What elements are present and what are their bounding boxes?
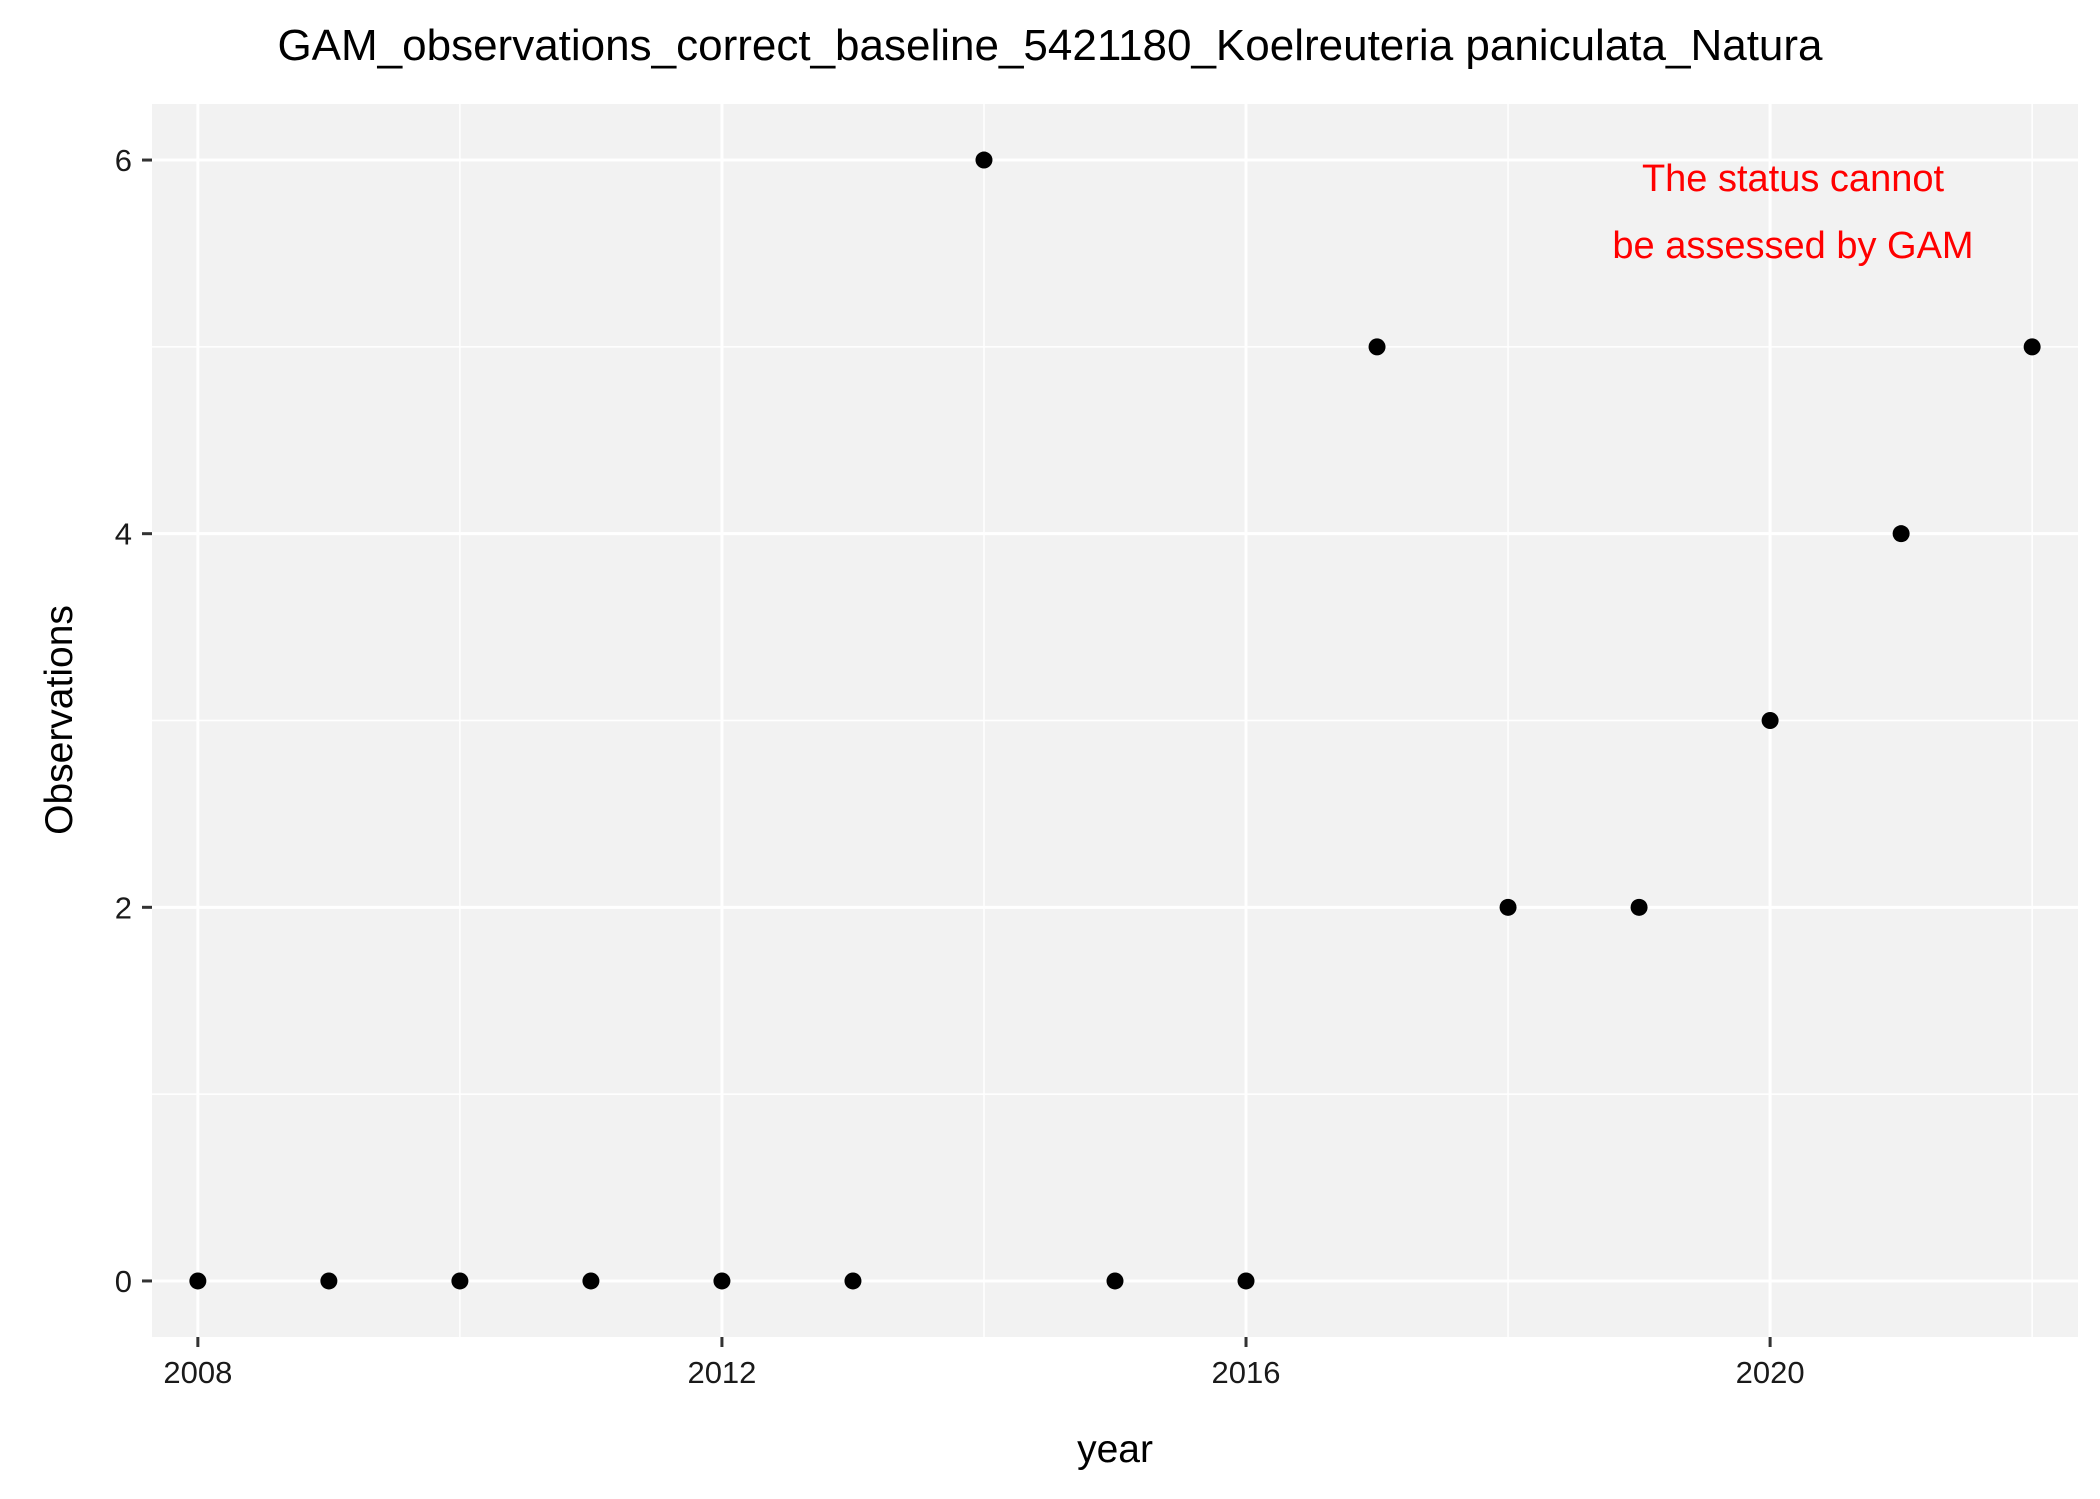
data-point [1237,1272,1255,1290]
data-point [1630,898,1648,916]
y-axis-title: Observations [38,605,81,835]
x-tick-label: 2012 [687,1355,756,1390]
data-point [320,1272,338,1290]
y-tick-label: 6 [115,143,132,178]
data-point [189,1272,207,1290]
x-tick-label: 2020 [1736,1355,1805,1390]
data-point [1892,525,1910,543]
chart-title: GAM_observations_correct_baseline_542118… [277,21,1823,70]
x-axis-title: year [1077,1428,1153,1471]
annotation-line: The status cannot [1642,158,1945,200]
y-tick-label: 0 [115,1264,132,1299]
minor-gridlines [152,104,2078,1337]
data-point [1106,1272,1124,1290]
data-point [1761,712,1779,729]
data-point [975,151,993,169]
data-point [2023,338,2041,356]
data-point [1368,338,1386,356]
y-tick-label: 2 [115,890,132,925]
annotation-line: be assessed by GAM [1612,225,1973,267]
x-tick-label: 2016 [1212,1355,1281,1390]
data-point [713,1272,731,1290]
data-point [582,1272,600,1290]
data-point [1499,898,1517,916]
status-annotation: The status cannot be assessed by GAM [1612,158,1973,267]
data-point [451,1272,469,1290]
data-points [189,151,2041,1290]
x-tick-label: 2008 [163,1355,232,1390]
y-tick-label: 4 [115,517,132,552]
y-axis-ticks: 0 2 4 6 [115,143,152,1299]
data-point [844,1272,862,1290]
x-axis-ticks: 2008 2012 2016 2020 [163,1337,1805,1390]
